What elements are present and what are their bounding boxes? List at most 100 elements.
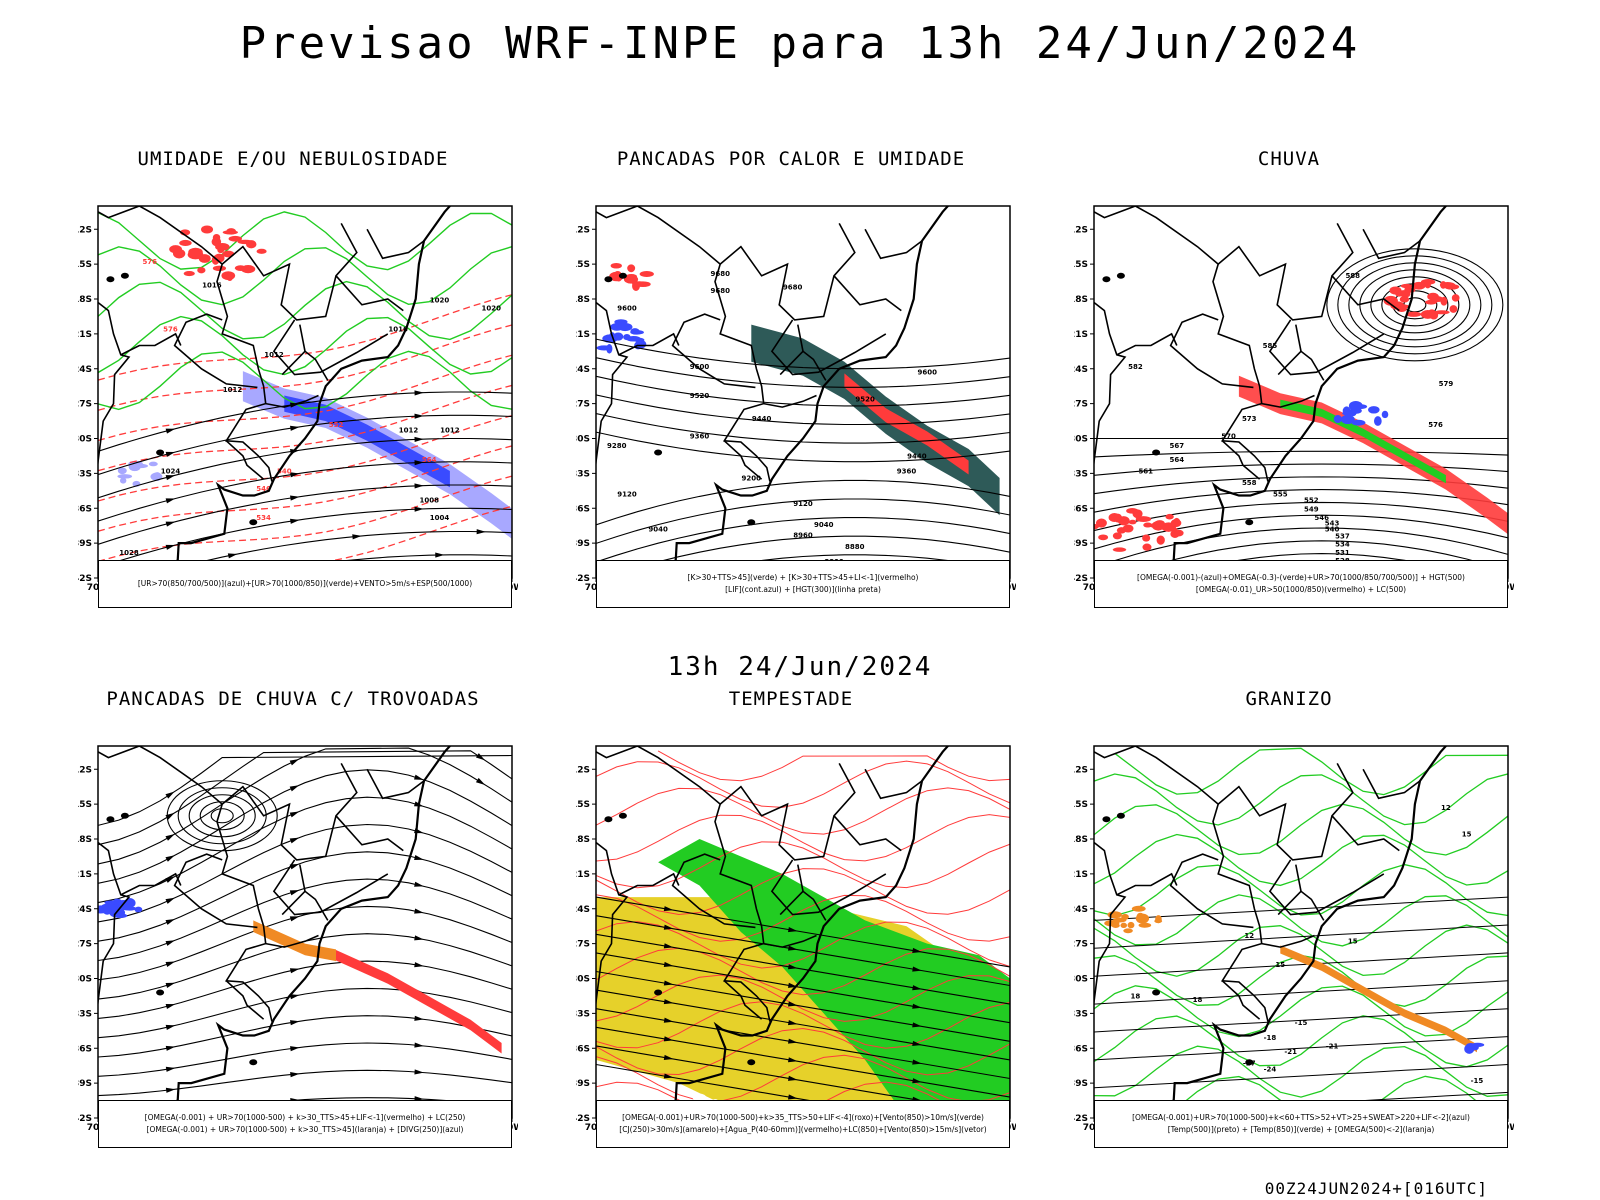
- legend-line: [OMEGA(-0.001) + UR>70(1000-500) + k>30_…: [144, 1113, 466, 1122]
- panel-title: GRANIZO: [1245, 688, 1333, 710]
- svg-text:1016: 1016: [388, 326, 408, 334]
- svg-text:12: 12: [1244, 932, 1254, 940]
- svg-text:9120: 9120: [617, 491, 637, 499]
- svg-text:546: 546: [1314, 514, 1329, 522]
- lat-tick-label: 21S: [1074, 870, 1088, 880]
- lat-tick-label: 30S: [78, 975, 92, 985]
- legend-box: [OMEGA(-0.001)+UR>70(1000-500)+k<60+TTS>…: [1094, 1100, 1508, 1148]
- lat-tick-label: 21S: [78, 870, 92, 880]
- hail-blue-dots: [1464, 1042, 1485, 1054]
- svg-text:552: 552: [1304, 496, 1319, 504]
- pancadas-trovoadas-map: 12S15S18S21S24S27S30S33S36S39S42S70W65W6…: [78, 745, 518, 1133]
- svg-text:1024: 1024: [161, 467, 181, 475]
- svg-text:12: 12: [1441, 804, 1451, 812]
- svg-text:9680: 9680: [783, 284, 803, 292]
- map-borders: [1094, 206, 1421, 526]
- svg-text:531: 531: [1335, 549, 1350, 557]
- svg-text:9440: 9440: [752, 415, 772, 423]
- lat-tick-label: 39S: [1074, 539, 1088, 549]
- map-coastline: [148, 206, 452, 578]
- lat-tick-label: 42S: [576, 574, 590, 584]
- lat-tick-label: 12S: [1074, 225, 1088, 235]
- panel-tempestade: TEMPESTADE 12S 15S 18S 21S 24S 27S 30S 33S 36S 39S…: [576, 688, 1016, 1168]
- svg-text:9040: 9040: [814, 521, 834, 529]
- svg-text:9520: 9520: [690, 392, 710, 400]
- svg-text:1020: 1020: [482, 305, 502, 313]
- svg-text:543: 543: [1325, 520, 1340, 528]
- lat-tick-label: 39S: [576, 1079, 590, 1089]
- svg-text:1012: 1012: [264, 351, 284, 359]
- lat-tick-label: 15S: [576, 260, 590, 270]
- svg-text:15: 15: [1462, 831, 1472, 839]
- wind-green-area: [658, 839, 1010, 1118]
- lat-tick-label: 27S: [78, 940, 92, 950]
- svg-text:1012: 1012: [399, 427, 419, 435]
- lat-tick-label: 42S: [1074, 1114, 1088, 1124]
- omega-orange-band: [1280, 945, 1477, 1053]
- legend-box: [UR>70(850/700/500)](azul)+[UR>70(1000/8…: [98, 560, 512, 608]
- svg-text:8960: 8960: [793, 531, 813, 539]
- legend-line: [OMEGA(-0.001)+UR>70(1000-500)+k<60+TTS>…: [1132, 1113, 1470, 1122]
- hgt500-high: [1326, 248, 1504, 362]
- wind-vectors: [98, 390, 512, 577]
- svg-text:582: 582: [1128, 363, 1143, 371]
- svg-text:1028: 1028: [119, 549, 139, 557]
- svg-text:549: 549: [1304, 506, 1319, 514]
- svg-text:552: 552: [329, 421, 344, 429]
- lat-tick-label: 21S: [1074, 330, 1088, 340]
- legend-box: [K>30+TTS>45](verde) + [K>30+TTS>45+LI<-…: [596, 560, 1010, 608]
- svg-text:579: 579: [1439, 380, 1454, 388]
- omega-orange-west: [1104, 905, 1163, 934]
- svg-text:9600: 9600: [617, 305, 637, 313]
- lat-tick-label: 30S: [1074, 975, 1088, 985]
- svg-text:1008: 1008: [419, 496, 439, 504]
- svg-text:8880: 8880: [845, 543, 865, 551]
- svg-text:1016: 1016: [202, 281, 222, 289]
- panel-title: PANCADAS DE CHUVA C/ TROVOADAS: [106, 688, 480, 710]
- divg-blue-west: [98, 898, 143, 919]
- lat-tick-label: 24S: [576, 905, 590, 915]
- lif-blue-contours: [596, 319, 647, 354]
- lat-tick-label: 21S: [576, 870, 590, 880]
- map-borders: [596, 746, 923, 1066]
- lat-tick-label: 12S: [1074, 765, 1088, 775]
- svg-text:9680: 9680: [710, 287, 730, 295]
- lat-tick-label: 12S: [78, 765, 92, 775]
- lat-tick-label: 27S: [1074, 400, 1088, 410]
- lat-tick-label: 18S: [78, 295, 92, 305]
- lat-tick-label: 42S: [1074, 574, 1088, 584]
- panel-title: CHUVA: [1257, 148, 1321, 170]
- lat-tick-label: 15S: [78, 260, 92, 270]
- svg-text:561: 561: [1138, 467, 1153, 475]
- hgt-labels: 9680 9680 9680 9600 9600 9600 9520 9520 9440 9440…: [607, 270, 937, 578]
- lat-tick-label: 18S: [576, 835, 590, 845]
- panel-chuva: CHUVA 582 585 588 579 576 573 570 567 564 561 558 55…: [1074, 148, 1514, 628]
- lat-tick-label: 39S: [78, 1079, 92, 1089]
- lat-tick-label: 12S: [576, 765, 590, 775]
- svg-text:555: 555: [1273, 491, 1288, 499]
- svg-text:18: 18: [1131, 992, 1141, 1000]
- lat-tick-label: 12S: [576, 225, 590, 235]
- panel-pancadas-trovoadas: PANCADAS DE CHUVA C/ TROVOADAS 12S 15S 18S 2…: [78, 688, 518, 1168]
- svg-text:558: 558: [1242, 479, 1257, 487]
- legend-box: [OMEGA(-0.001)-(azul)+OMEGA(-0.3)-(verde…: [1094, 560, 1508, 608]
- red-patch-west: [609, 262, 654, 291]
- lat-tick-label: 18S: [1074, 295, 1088, 305]
- lat-tick-label: 33S: [78, 469, 92, 479]
- main-title: Previsao WRF-INPE para 13h 24/Jun/2024: [239, 18, 1361, 69]
- lat-tick-label: 18S: [1074, 835, 1088, 845]
- lat-tick-label: 39S: [1074, 1079, 1088, 1089]
- legend-line: [UR>70(850/700/500)](azul)+[UR>70(1000/8…: [137, 579, 473, 588]
- green-humidity-contours: [98, 211, 512, 411]
- svg-text:1004: 1004: [430, 514, 450, 522]
- svg-text:576: 576: [142, 258, 157, 266]
- svg-text:588: 588: [1345, 272, 1360, 280]
- temp500-black-contours: [1094, 896, 1508, 1117]
- svg-text:1012: 1012: [440, 427, 460, 435]
- svg-text:540: 540: [1325, 526, 1340, 534]
- rain-red-south: [1094, 507, 1184, 552]
- lat-tick-label: 39S: [576, 539, 590, 549]
- storm-orange-area: [253, 920, 336, 962]
- svg-text:9360: 9360: [690, 433, 710, 441]
- rain-red-band: [1238, 375, 1508, 535]
